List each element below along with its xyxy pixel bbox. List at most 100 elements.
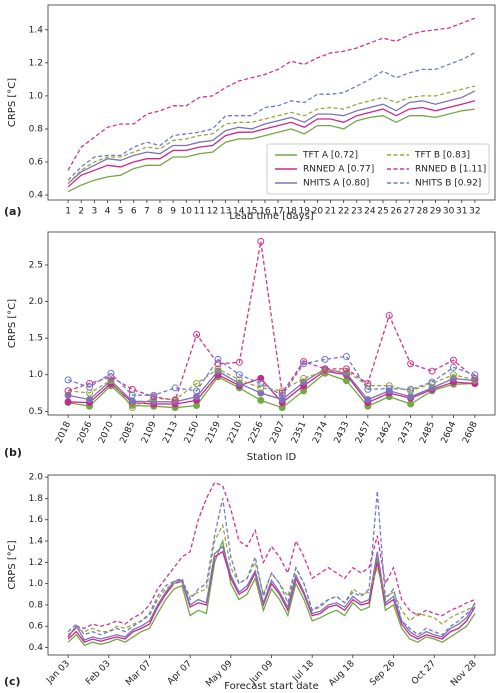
y-tick-label: 0.6: [29, 157, 44, 167]
x-tick-label: 2485: [418, 420, 437, 445]
x-tick-label: 4: [105, 207, 111, 217]
x-tick-label: Feb 03: [84, 659, 112, 687]
point: [235, 358, 243, 366]
x-axis-label: Forecast start date: [224, 681, 319, 692]
x-tick-label: 2351: [290, 420, 309, 445]
x-tick-label: 23: [351, 207, 362, 217]
y-axis-label: CRPS [°C]: [7, 78, 18, 127]
x-tick-label: 2070: [97, 420, 116, 445]
x-tick-label: Sep 26: [368, 659, 397, 688]
plot-frame: [47, 4, 496, 201]
point: [471, 374, 479, 382]
y-tick-label: 1.0: [29, 91, 44, 101]
y-tick-label: 0.4: [29, 643, 44, 653]
x-tick-label: 2: [78, 207, 84, 217]
series-line: [67, 100, 476, 188]
x-tick-label: 26: [390, 207, 402, 217]
y-tick-label: 1.0: [29, 579, 44, 589]
point: [300, 378, 308, 386]
y-tick-label: 2.5: [29, 260, 43, 270]
point: [300, 374, 308, 382]
plot-frame: [47, 231, 496, 416]
x-tick-label: 1: [65, 207, 71, 217]
x-tick-label: 2056: [76, 420, 95, 445]
x-tick-label: 16: [259, 207, 271, 217]
y-tick-label: 1.2: [29, 58, 43, 68]
x-tick-label: 22: [338, 207, 349, 217]
x-tick-label: 18: [285, 207, 297, 217]
x-tick-label: 25: [377, 207, 388, 217]
x-tick-label: 9: [170, 207, 176, 217]
y-tick-label: 0.8: [29, 600, 44, 610]
point: [64, 376, 72, 384]
series-line: [67, 241, 476, 402]
point: [321, 367, 329, 375]
x-tick-label: 8: [157, 207, 163, 217]
x-tick-label: 24: [364, 207, 376, 217]
series-line: [67, 538, 476, 647]
point: [107, 377, 115, 385]
panel-label: (b): [4, 446, 22, 459]
x-tick-label: 12: [207, 207, 218, 217]
series-line: [67, 550, 476, 643]
series-line: [67, 545, 476, 641]
point: [107, 369, 115, 377]
y-tick-label: 1.6: [29, 515, 44, 525]
series-line: [68, 370, 475, 405]
x-tick-label: 17: [272, 207, 283, 217]
x-tick-label: 2018: [54, 420, 73, 445]
x-tick-label: 2113: [161, 420, 180, 445]
point: [257, 380, 265, 388]
x-tick-label: 2604: [440, 420, 459, 445]
x-tick-label: 7: [144, 207, 150, 217]
x-tick-label: 20: [312, 207, 324, 217]
x-tick-label: 2210: [226, 420, 245, 445]
point: [193, 387, 201, 395]
x-tick-label: 2462: [375, 420, 394, 445]
x-tick-label: 29: [430, 207, 442, 217]
series-line: [67, 52, 476, 181]
legend-box: [266, 143, 490, 195]
y-tick-label: 2.0: [29, 473, 44, 483]
legend-label: RNNED A [0.77]: [303, 165, 374, 175]
point: [385, 311, 393, 319]
point: [171, 396, 179, 404]
point: [193, 393, 201, 401]
x-tick-label: 2307: [268, 420, 287, 445]
x-tick-label: 2085: [119, 420, 138, 445]
x-tick-label: 6: [131, 207, 137, 217]
y-tick-label: 0.5: [29, 407, 43, 417]
x-tick-label: 2159: [204, 420, 223, 445]
point: [86, 396, 94, 404]
point: [257, 384, 265, 392]
point: [471, 371, 479, 379]
x-tick-label: 32: [469, 207, 480, 217]
point: [257, 238, 265, 246]
point: [300, 360, 308, 368]
series-line: [67, 108, 475, 193]
point: [235, 376, 243, 384]
x-tick-label: 10: [180, 207, 192, 217]
panel-label: (a): [4, 205, 21, 218]
x-tick-label: 21: [325, 207, 336, 217]
x-tick-label: Nov 28: [449, 659, 479, 689]
y-tick-label: 1.0: [29, 370, 44, 380]
point: [128, 397, 136, 405]
point: [407, 360, 415, 368]
x-tick-label: 2608: [461, 420, 480, 445]
point: [449, 356, 457, 364]
y-axis-label: CRPS [°C]: [7, 540, 18, 589]
series-line: [67, 490, 476, 636]
series-line: [67, 355, 476, 397]
x-tick-label: Oct 27: [410, 659, 438, 687]
point: [235, 371, 243, 379]
y-tick-label: 0.8: [29, 124, 44, 134]
series-line: [67, 368, 475, 403]
point: [407, 385, 415, 393]
x-tick-label: 2256: [247, 420, 266, 445]
point: [193, 330, 201, 338]
point: [128, 391, 136, 399]
point: [128, 404, 136, 412]
point: [150, 398, 158, 406]
point: [257, 396, 265, 404]
